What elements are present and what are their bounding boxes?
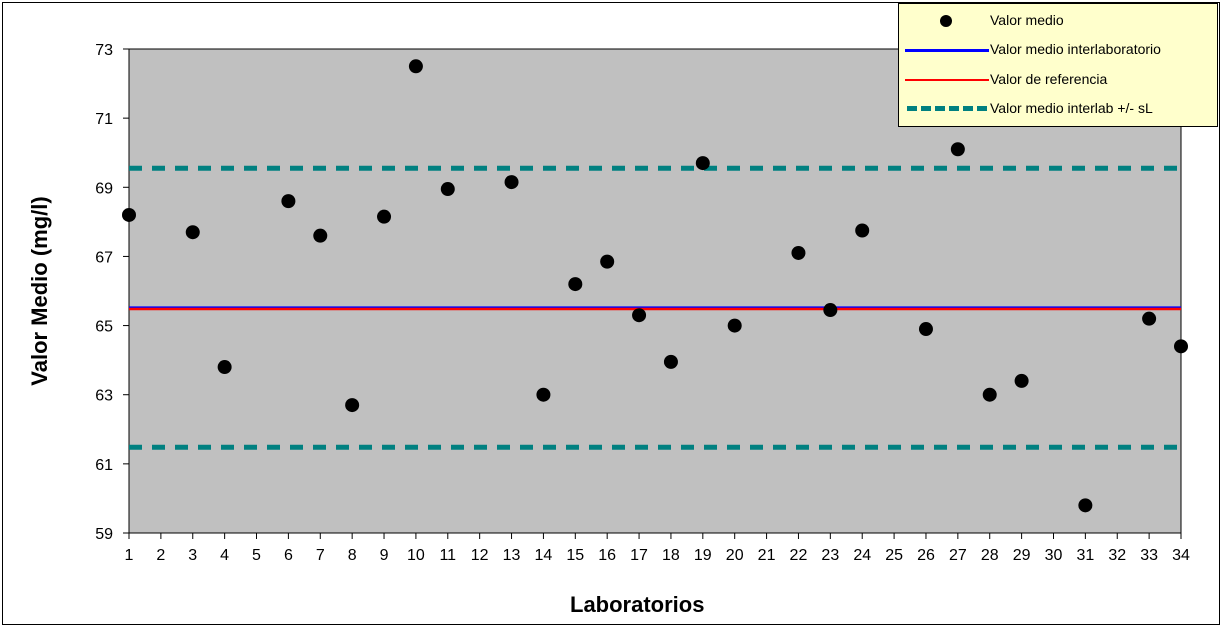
data-point xyxy=(855,223,870,238)
legend-item-interlab: Valor medio interlaboratorio xyxy=(899,36,1217,64)
x-tick-label: 26 xyxy=(917,547,935,564)
x-tick-label: 4 xyxy=(220,547,229,564)
legend-marker-dashed-line xyxy=(907,106,987,111)
data-point xyxy=(568,277,583,292)
x-tick-label: 16 xyxy=(598,547,616,564)
x-tick-label: 8 xyxy=(348,547,357,564)
x-tick-label: 6 xyxy=(284,547,293,564)
x-tick-label: 10 xyxy=(407,547,425,564)
y-axis: 59 61 63 65 67 69 71 73 xyxy=(95,42,129,543)
x-tick-label: 18 xyxy=(662,547,680,564)
y-axis-title: Valor Medio (mg/l) xyxy=(27,196,52,386)
x-tick-label: 9 xyxy=(380,547,389,564)
data-point xyxy=(377,209,392,224)
data-point xyxy=(313,228,328,243)
x-tick-label: 2 xyxy=(156,547,165,564)
legend-label: Valor de referencia xyxy=(990,71,1108,87)
x-tick-label: 11 xyxy=(439,547,456,564)
legend-label: Valor medio interlaboratorio xyxy=(990,41,1161,57)
x-tick-label: 30 xyxy=(1045,547,1063,564)
data-point xyxy=(600,254,615,269)
data-point xyxy=(950,142,965,157)
reference-lines xyxy=(129,165,1181,450)
data-point xyxy=(408,59,423,74)
data-point xyxy=(1078,498,1093,513)
x-tick-label: 3 xyxy=(188,547,197,564)
x-tick-label: 32 xyxy=(1108,547,1126,564)
x-tick-label: 21 xyxy=(758,547,776,564)
x-tick-label: 1 xyxy=(125,547,134,564)
x-axis-title: Laboratorios xyxy=(570,592,705,617)
legend-marker-dot xyxy=(940,15,952,27)
x-tick-label: 5 xyxy=(252,547,261,564)
data-point xyxy=(217,360,232,375)
data-point xyxy=(504,175,519,190)
data-point xyxy=(1142,311,1157,326)
y-tick-label: 65 xyxy=(95,319,113,336)
x-tick-label: 17 xyxy=(630,547,648,564)
data-point xyxy=(122,207,136,222)
legend-marker-blue-line xyxy=(905,49,989,52)
x-tick-label: 34 xyxy=(1172,547,1190,564)
x-tick-label: 31 xyxy=(1076,547,1094,564)
legend-marker-red-line xyxy=(905,79,989,81)
data-point xyxy=(632,308,647,323)
x-tick-label: 20 xyxy=(726,547,744,564)
data-point xyxy=(536,387,551,402)
x-tick-label: 29 xyxy=(1013,547,1031,564)
x-tick-label: 27 xyxy=(949,547,967,564)
x-tick-label: 12 xyxy=(471,547,489,564)
x-tick-label: 24 xyxy=(853,547,871,564)
x-tick-label: 19 xyxy=(694,547,712,564)
x-tick-label: 13 xyxy=(503,547,521,564)
x-tick-label: 7 xyxy=(316,547,325,564)
y-tick-label: 59 xyxy=(95,526,113,543)
x-tick-label: 28 xyxy=(981,547,999,564)
x-tick-label: 15 xyxy=(566,547,584,564)
x-tick-label: 22 xyxy=(790,547,808,564)
legend-label: Valor medio interlab +/- sL xyxy=(990,100,1153,116)
data-point xyxy=(663,354,678,369)
data-point xyxy=(918,322,933,337)
legend-label: Valor medio xyxy=(990,12,1064,28)
x-tick-label: 14 xyxy=(535,547,553,564)
legend-item-valor-medio: Valor medio xyxy=(899,7,1217,35)
x-tick-label: 25 xyxy=(885,547,903,564)
data-point xyxy=(727,318,742,333)
y-tick-label: 63 xyxy=(95,388,113,405)
data-point xyxy=(440,182,455,197)
data-point xyxy=(185,225,200,240)
y-tick-label: 71 xyxy=(95,111,113,128)
data-point xyxy=(823,303,838,318)
data-point xyxy=(1174,339,1188,354)
data-point xyxy=(695,156,710,171)
data-point xyxy=(281,194,296,209)
x-axis: 1 2 3 4 5 6 7 8 9 10 11 12 13 14 15 16 17 18 19 20 21 22 23 24 2… xyxy=(125,533,1190,564)
legend: Valor medio Valor medio interlaboratorio… xyxy=(898,3,1218,127)
y-tick-label: 73 xyxy=(95,42,113,59)
x-tick-label: 23 xyxy=(821,547,839,564)
data-point xyxy=(1014,373,1029,388)
y-tick-label: 69 xyxy=(95,180,113,197)
plot-area xyxy=(128,48,1182,534)
x-tick-label: 33 xyxy=(1140,547,1158,564)
legend-item-sl: Valor medio interlab +/- sL xyxy=(899,95,1217,123)
data-point xyxy=(345,398,360,413)
data-point xyxy=(982,387,997,402)
data-points xyxy=(122,59,1188,513)
legend-item-referencia: Valor de referencia xyxy=(899,66,1217,94)
data-point xyxy=(791,245,806,260)
y-tick-label: 61 xyxy=(95,457,113,474)
y-tick-label: 67 xyxy=(95,249,113,266)
